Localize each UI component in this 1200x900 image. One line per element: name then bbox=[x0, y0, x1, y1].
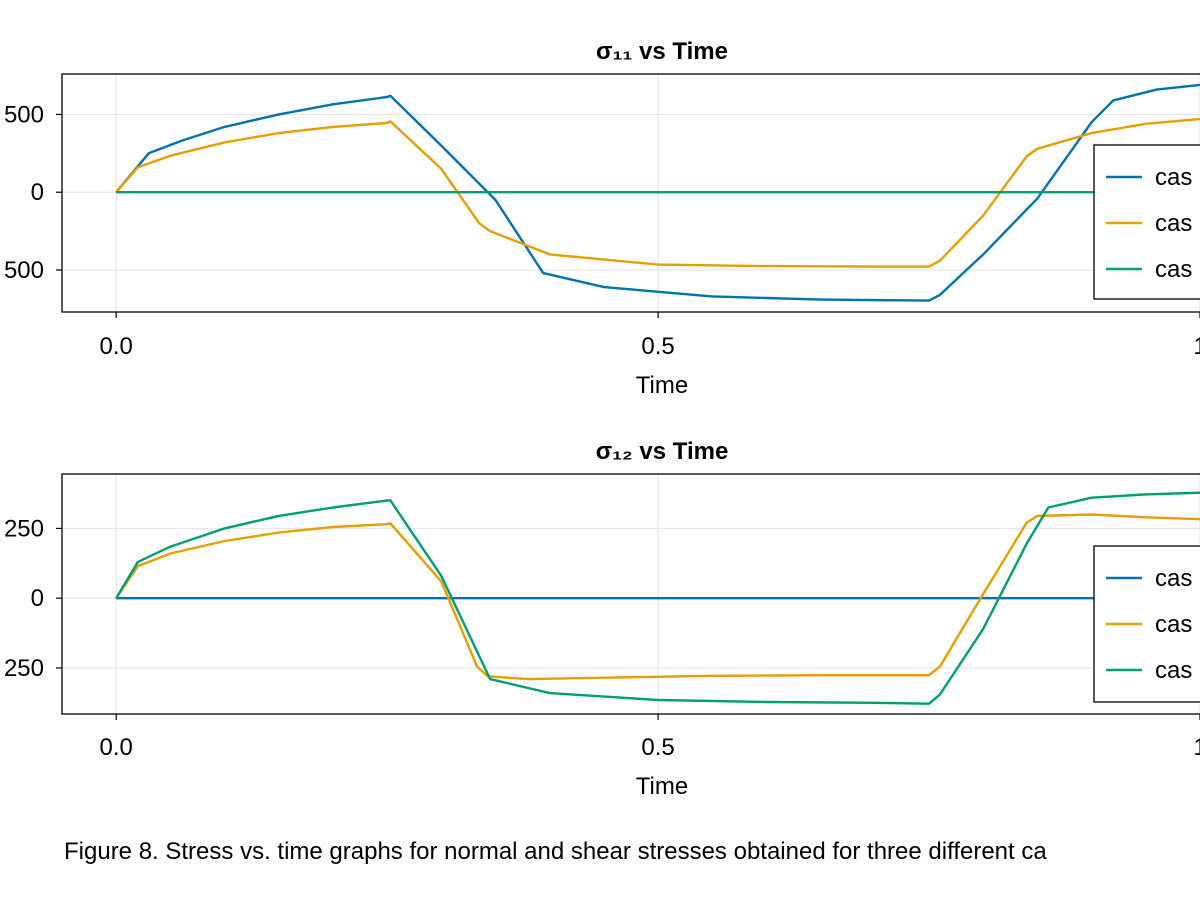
legend-label-1: cas bbox=[1155, 164, 1192, 191]
x-tick-label: 1 bbox=[1193, 734, 1200, 761]
legend-label-2: cas bbox=[1155, 611, 1192, 638]
legend-label-1: cas bbox=[1155, 565, 1192, 592]
legend-label-2: cas bbox=[1155, 210, 1192, 237]
y-tick-label: 500 bbox=[4, 101, 44, 128]
x-tick-label: 0.0 bbox=[100, 333, 133, 360]
legend-label-3: cas bbox=[1155, 256, 1192, 283]
legend: cas cas cas bbox=[1093, 144, 1200, 300]
chart-panel-1: 0.0 0.5 1 500 0 500 σ₁₁ vs Time Time cas cas cas bbox=[4, 38, 1200, 399]
chart-title: σ₁₁ vs Time bbox=[596, 38, 728, 65]
figure-caption: Figure 8. Stress vs. time graphs for nor… bbox=[64, 838, 1047, 865]
series-line-2 bbox=[115, 117, 1200, 268]
legend-label-3: cas bbox=[1155, 657, 1192, 684]
series-group bbox=[115, 491, 1200, 705]
plot-frame bbox=[61, 73, 1200, 313]
x-tick-label: 0.5 bbox=[641, 734, 674, 761]
x-tick-label: 0.0 bbox=[100, 734, 133, 761]
series-line-2 bbox=[115, 513, 1200, 681]
y-tick-label: 500 bbox=[4, 257, 44, 284]
y-tick-label: 0 bbox=[31, 585, 44, 612]
x-axis-label: Time bbox=[636, 773, 688, 800]
x-tick-label: 0.5 bbox=[641, 333, 674, 360]
y-tick-label: 250 bbox=[4, 515, 44, 542]
plot-frame bbox=[61, 473, 1200, 715]
chart-panel-2: 0.0 0.5 1 250 0 250 σ₁₂ vs Time Time cas cas cas bbox=[4, 438, 1200, 800]
legend: cas cas cas bbox=[1093, 545, 1200, 703]
series-line-3 bbox=[115, 491, 1200, 705]
series-group bbox=[115, 83, 1200, 302]
y-tick-label: 0 bbox=[31, 179, 44, 206]
chart-title: σ₁₂ vs Time bbox=[596, 438, 729, 465]
series-line-1 bbox=[115, 83, 1200, 302]
y-tick-label: 250 bbox=[4, 655, 44, 682]
x-tick-label: 1 bbox=[1193, 333, 1200, 360]
x-axis-label: Time bbox=[636, 372, 688, 399]
